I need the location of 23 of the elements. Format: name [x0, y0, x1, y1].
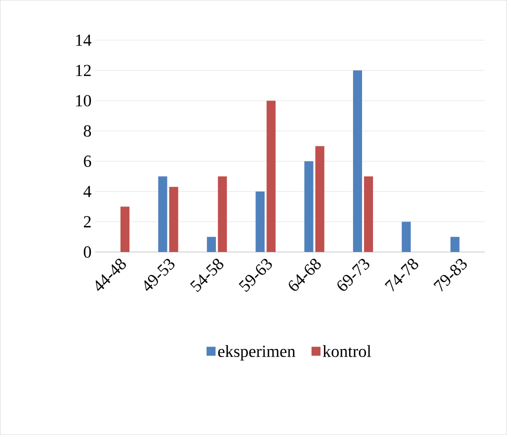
y-tick-label: 10 — [76, 94, 91, 106]
y-tick-label: 8 — [84, 125, 91, 137]
bar — [353, 70, 362, 252]
legend-label: kontrol — [322, 345, 372, 358]
legend-label: eksperimen — [218, 345, 296, 360]
bar — [315, 146, 324, 252]
bar — [256, 191, 265, 252]
bar — [120, 206, 130, 252]
bar — [169, 186, 178, 252]
bar — [402, 222, 411, 252]
y-tick-label: 6 — [84, 156, 92, 167]
bar — [266, 100, 276, 252]
y-tick-label: 14 — [76, 34, 92, 46]
bar — [158, 176, 168, 252]
bar — [364, 176, 374, 252]
bar — [218, 176, 227, 252]
bar — [206, 236, 216, 252]
y-tick-label: 12 — [76, 64, 91, 76]
bar — [304, 161, 314, 252]
y-tick-label: 0 — [84, 246, 91, 258]
y-tick-label: 2 — [84, 216, 91, 228]
y-tick-label: 4 — [83, 186, 92, 198]
bar — [450, 236, 460, 252]
